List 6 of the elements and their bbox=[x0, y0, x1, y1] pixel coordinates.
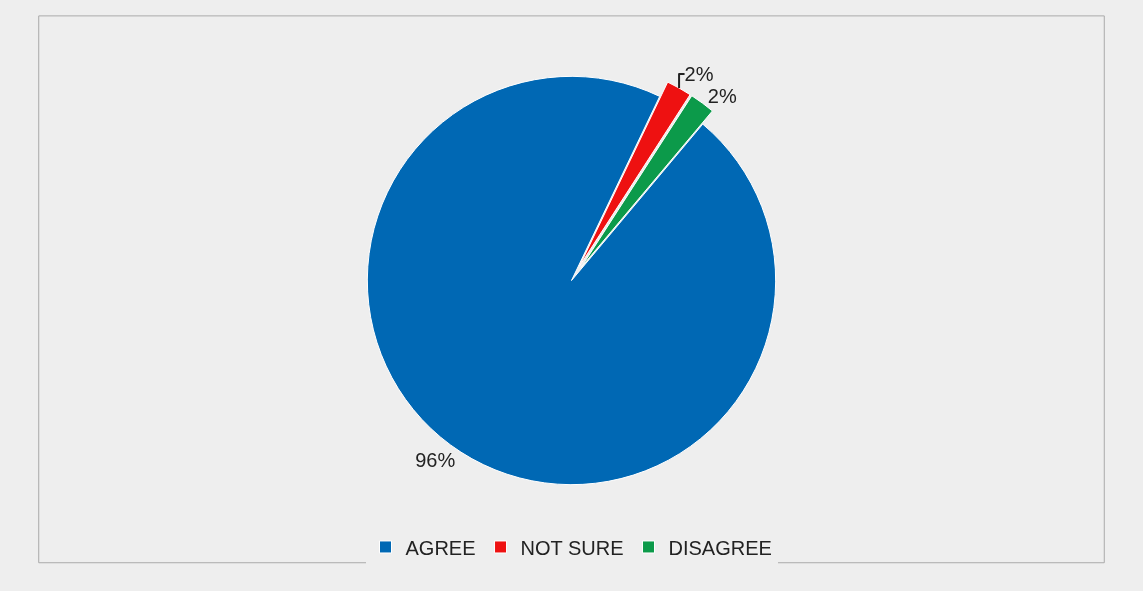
legend-label: NOT SURE bbox=[520, 536, 624, 559]
legend-label: AGREE bbox=[405, 536, 476, 559]
legend-label: DISAGREE bbox=[668, 536, 772, 559]
data-label: 96% bbox=[415, 448, 456, 471]
data-label: 2% bbox=[707, 84, 737, 107]
data-label: 2% bbox=[684, 62, 714, 85]
